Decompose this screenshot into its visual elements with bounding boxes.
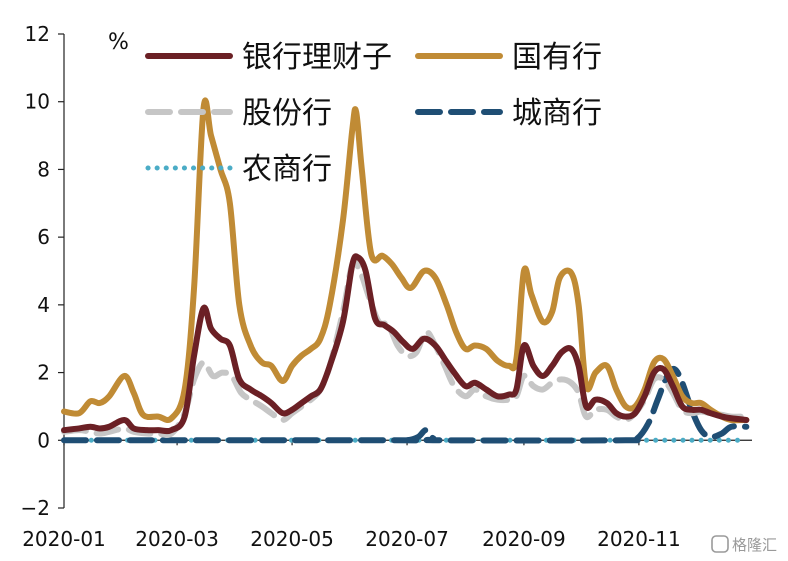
x-tick-label: 2020-09 [482,527,566,551]
y-tick-label: 8 [37,157,50,181]
y-tick-label: 2 [37,361,50,385]
x-tick-label: 2020-11 [597,527,681,551]
series-lines [61,97,750,444]
y-tick-label: 12 [25,22,50,46]
y-tick-label: 0 [37,428,50,452]
legend-label: 银行理财子 [242,40,392,75]
axes: −2 0 2 4 6 8 10 12 2020-01 2020-03 2020-05 2020-07 2… [21,22,752,551]
series-line-city-commercial-banks [61,365,750,444]
x-tick-label: 2020-05 [250,527,334,551]
y-unit-label: % [108,30,129,55]
x-tick-label: 2020-01 [22,527,106,551]
y-tick-label: 6 [37,225,50,249]
x-tick-label: 2020-07 [365,527,449,551]
legend-item-bank-wealth-subsidiary: 银行理财子 [145,40,392,75]
legend-item-joint-stock-banks: 股份行 [145,96,332,131]
watermark-logo-icon [711,535,729,553]
y-tick-label: 4 [37,293,50,317]
watermark: 格隆汇 [711,535,777,554]
y-tick-label: 10 [25,90,50,114]
series-line-bank-wealth-subsidiary [61,253,750,435]
legend-item-state-owned-banks: 国有行 [415,40,602,75]
legend-label: 农商行 [242,152,332,187]
y-tick-label: −2 [21,496,50,520]
series-line-state-owned-banks [61,97,750,424]
legend-label: 股份行 [242,96,332,131]
legend-item-city-commercial-banks: 城商行 [415,96,602,131]
watermark-text: 格隆汇 [732,536,777,554]
legend-label: 国有行 [512,40,602,75]
x-tick-label: 2020-03 [135,527,219,551]
legend-label: 城商行 [512,96,602,131]
legend-item-rural-commercial-banks: 农商行 [145,152,332,187]
